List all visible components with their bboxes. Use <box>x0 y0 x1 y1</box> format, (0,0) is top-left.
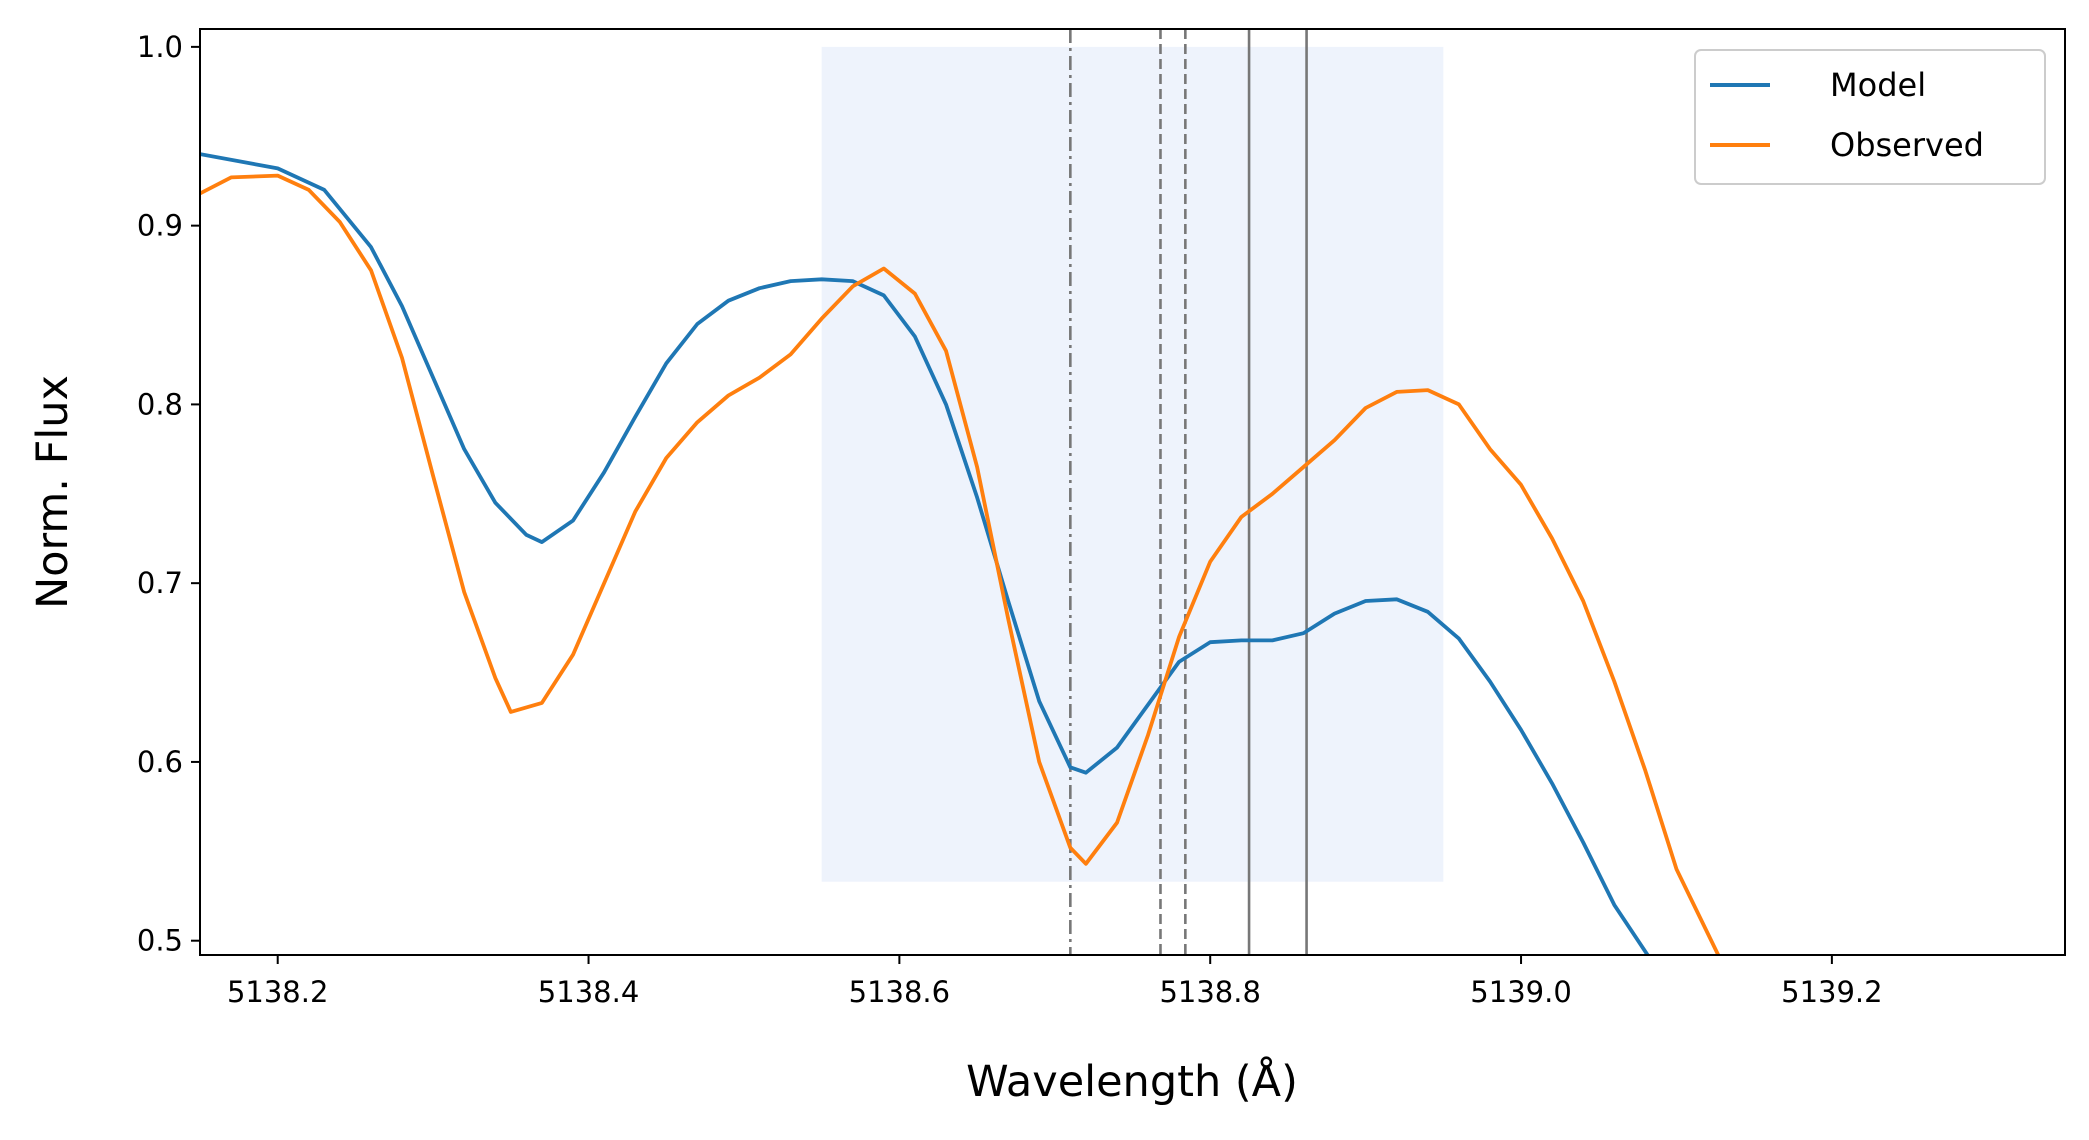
x-tick-label: 5138.6 <box>849 975 950 1009</box>
shaded-region-layer <box>821 46 1444 882</box>
y-axis-ticks: 0.5 0.6 0.7 0.8 0.9 1.0 <box>137 30 200 958</box>
y-tick-label: 1.0 <box>137 30 183 64</box>
vertical-lines-layer <box>1069 29 1308 955</box>
legend-label-observed: Observed <box>1830 126 1984 164</box>
y-tick-label: 0.6 <box>137 745 183 779</box>
x-tick-label: 5138.8 <box>1159 975 1260 1009</box>
legend-box <box>1694 49 2046 185</box>
x-tick-label: 5139.2 <box>1781 975 1882 1009</box>
legend-label-model: Model <box>1830 66 1926 104</box>
series-line-observed <box>200 173 1721 955</box>
x-tick-label: 5139.0 <box>1470 975 1571 1009</box>
x-tick-label: 5138.4 <box>538 975 639 1009</box>
shaded-region <box>821 46 1444 882</box>
series-layer <box>200 152 1721 955</box>
y-tick-label: 0.5 <box>137 924 183 958</box>
x-tick-label: 5138.2 <box>227 975 328 1009</box>
plot-frame <box>199 28 2066 956</box>
x-axis-label: Wavelength (Å) <box>966 1056 1298 1107</box>
y-axis-label: Norm. Flux <box>28 375 78 609</box>
x-axis-ticks: 5138.2 5138.4 5138.6 5138.8 5139.0 5139.2 <box>227 955 1883 1009</box>
series-line-model <box>200 152 1650 955</box>
legend: Model Observed <box>1694 49 2046 185</box>
y-tick-label: 0.9 <box>137 209 183 243</box>
y-tick-label: 0.8 <box>137 387 183 421</box>
y-tick-label: 0.7 <box>137 566 183 600</box>
